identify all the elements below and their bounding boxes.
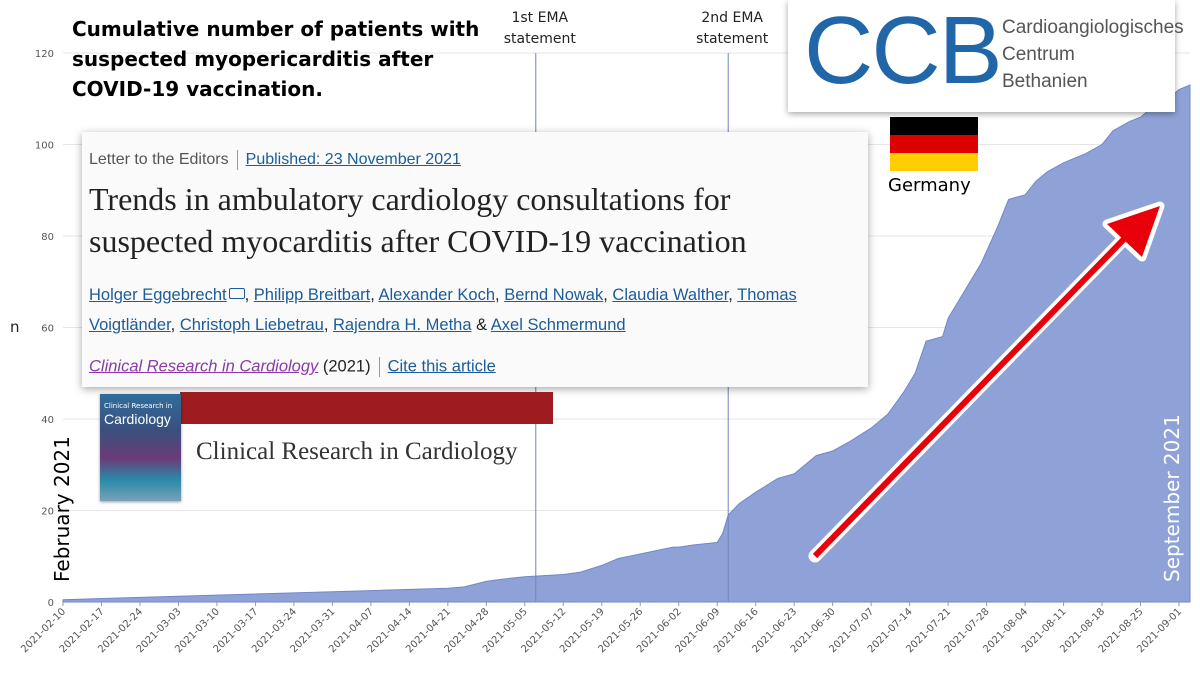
logo-name-line: Cardioangiologisches [1002, 17, 1184, 38]
ccb-logo: CCB Cardioangiologisches Centrum Bethani… [788, 0, 1184, 112]
logo-letters: CCB [804, 0, 1003, 104]
article-type: Letter to the Editors [89, 151, 229, 169]
start-month-label: February 2021 [50, 436, 74, 582]
y-tick-label: 0 [48, 598, 54, 609]
author-link[interactable]: Axel Schmermund [490, 316, 626, 334]
ema-label: 1st EMA [511, 10, 568, 26]
x-axis-ticks: 2021-02-102021-02-172021-02-242021-03-03… [19, 602, 1184, 655]
cover-subtitle: Clinical Research in [104, 402, 173, 410]
logo-name-line: Bethanien [1002, 71, 1088, 92]
country-label: Germany [888, 175, 971, 196]
chart-headline: Cumulative number of patients with suspe… [72, 17, 480, 101]
divider [378, 357, 380, 377]
end-month-label: September 2021 [1160, 414, 1184, 582]
area-series [62, 84, 1191, 603]
author-link[interactable]: Holger Eggebrecht [89, 286, 227, 304]
logo-institution-name: Cardioangiologisches Centrum Bethanien [1002, 14, 1184, 95]
y-tick-label: 40 [41, 415, 54, 426]
journal-banner-bar [180, 392, 553, 424]
journal-cover-image: Clinical Research in Cardiology [100, 394, 181, 501]
author-link[interactable]: Philipp Breitbart [253, 286, 371, 304]
article-year: (2021) [322, 357, 371, 376]
article-card: Letter to the Editors Published: 23 Novem… [82, 132, 868, 387]
author-link[interactable]: Claudia Walther [612, 286, 729, 304]
author-link[interactable]: Rajendra H. Metha [333, 316, 472, 334]
article-meta: Letter to the Editors Published: 23 Novem… [89, 150, 461, 170]
y-tick-label: 20 [41, 507, 54, 518]
article-journal-line: Clinical Research in Cardiology (2021) Ci… [89, 357, 496, 377]
author-link[interactable]: Bernd Nowak [504, 286, 604, 304]
divider [236, 150, 238, 170]
y-axis-label: n [10, 318, 20, 336]
y-tick-label: 100 [35, 141, 54, 152]
mail-icon[interactable] [228, 288, 245, 299]
y-tick-label: 60 [41, 324, 54, 335]
cover-title: Cardiology [104, 411, 171, 427]
author-link[interactable]: Thomas Voigtländer [89, 286, 797, 334]
article-authors: Holger Eggebrecht, Philipp Breitbart, Al… [89, 286, 797, 334]
logo-name-line: Centrum [1002, 44, 1075, 65]
ema-label: 2nd EMA [701, 10, 763, 26]
ema-label: statement [504, 31, 577, 47]
cite-article-link[interactable]: Cite this article [387, 357, 496, 376]
published-date-link[interactable]: Published: 23 November 2021 [245, 151, 461, 169]
germany-flag-icon [890, 117, 978, 171]
y-axis-ticks: 0 20 40 60 80 100 120 [35, 49, 54, 609]
article-title: Trends in ambulatory cardiology consulta… [89, 181, 747, 259]
author-link[interactable]: Alexander Koch [378, 286, 496, 304]
ema-label: statement [696, 31, 769, 47]
area-series-path [62, 84, 1191, 603]
y-tick-label: 80 [41, 232, 54, 243]
journal-link[interactable]: Clinical Research in Cardiology [89, 357, 319, 376]
journal-title: Clinical Research in Cardiology [196, 438, 518, 465]
author-link[interactable]: Christoph Liebetrau [179, 316, 324, 334]
trend-arrow [808, 201, 1165, 563]
y-tick-label: 120 [35, 49, 54, 60]
